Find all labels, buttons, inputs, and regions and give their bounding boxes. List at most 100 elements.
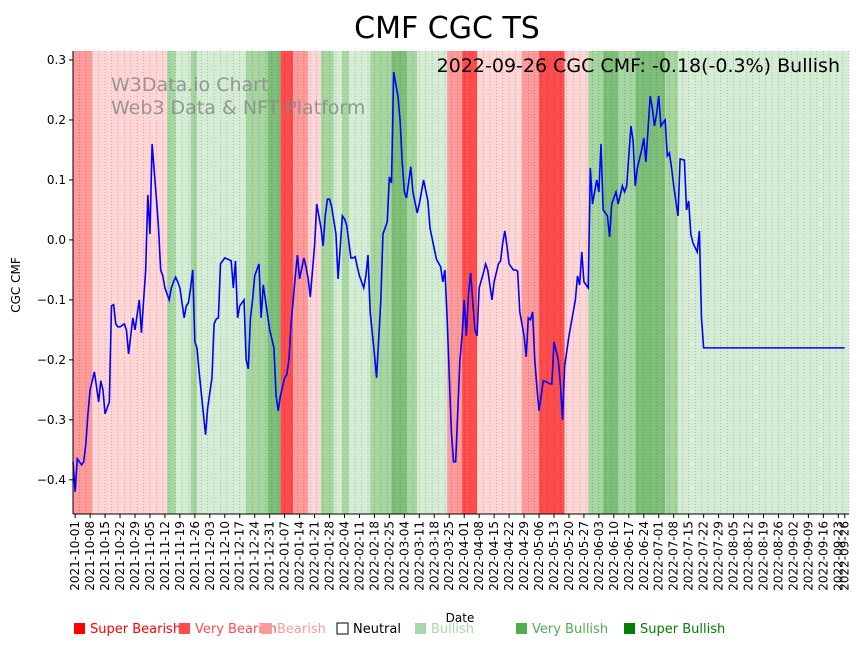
- axes: [72, 51, 849, 515]
- band-23: [539, 51, 565, 514]
- band-25: [588, 51, 604, 514]
- band-28: [635, 51, 666, 514]
- series-line-cgc-cmf: [72, 71, 845, 492]
- x-tick-label: 2022-02-11: [352, 521, 366, 591]
- y-tick-label: 0.3: [47, 53, 66, 67]
- y-tick-label: −0.4: [37, 473, 66, 487]
- band-5: [196, 51, 247, 514]
- headline-value: 2022-09-26 CGC CMF: -0.18(-0.3%) Bullish: [437, 55, 840, 77]
- x-tick-label: 2022-06-10: [607, 521, 621, 591]
- band-12: [333, 51, 343, 514]
- x-tick-label: 2022-05-06: [532, 521, 546, 591]
- x-tick-label: 2022-01-14: [293, 521, 307, 591]
- x-tick-label: 2021-12-10: [218, 521, 232, 591]
- y-tick-label: 0.0: [47, 233, 66, 247]
- x-tick-label: 2021-12-24: [248, 521, 262, 591]
- x-tick-label: 2022-09-26: [838, 521, 852, 591]
- x-tick-label: 2022-08-19: [756, 521, 770, 591]
- x-tick-label: 2022-05-13: [547, 521, 561, 591]
- legend-swatch-6: [624, 623, 635, 634]
- band-14: [348, 51, 371, 514]
- band-9: [293, 51, 309, 514]
- legend-label-1: Very Bearish: [195, 622, 277, 637]
- band-21: [477, 51, 522, 514]
- chart-title: CMF CGC TS: [354, 11, 540, 46]
- x-tick-label: 2022-08-26: [771, 521, 785, 591]
- band-1: [92, 51, 168, 514]
- legend-swatch-4: [415, 623, 426, 634]
- band-3: [175, 51, 191, 514]
- x-tick-label: 2022-09-23: [831, 521, 845, 591]
- y-axis-label: CGC CMF: [9, 257, 23, 313]
- signal-bands: [73, 51, 849, 514]
- x-tick-label: 2022-03-11: [412, 521, 426, 591]
- x-tick-label: 2021-10-29: [128, 521, 142, 591]
- y-tick-label: −0.3: [37, 413, 66, 427]
- x-tick-label: 2021-12-17: [233, 521, 247, 591]
- x-tick-label: 2022-07-29: [712, 521, 726, 591]
- watermark-line-1: Web3 Data & NFT Platform: [111, 97, 365, 119]
- band-19: [447, 51, 463, 514]
- x-tick-label: 2022-04-22: [502, 521, 516, 591]
- legend-label-4: Bullish: [431, 622, 474, 637]
- legend-label-5: Very Bullish: [532, 622, 608, 637]
- band-10: [308, 51, 321, 514]
- x-tick-label: 2022-02-18: [367, 521, 381, 591]
- x-tick-label: 2022-04-01: [457, 521, 471, 591]
- band-0: [73, 51, 93, 514]
- legend-label-3: Neutral: [353, 622, 401, 637]
- band-18: [417, 51, 448, 514]
- band-22: [521, 51, 540, 514]
- y-tick-label: 0.2: [47, 113, 66, 127]
- x-tick-label: 2021-12-03: [203, 521, 217, 591]
- band-6: [246, 51, 268, 514]
- x-tick-label: 2022-09-16: [816, 521, 830, 591]
- x-tick-label: 2021-11-12: [158, 521, 172, 591]
- x-tick-label: 2022-03-04: [397, 521, 411, 591]
- x-tick-label: 2022-07-15: [682, 521, 696, 591]
- band-11: [320, 51, 334, 514]
- band-8: [280, 51, 294, 514]
- band-29: [665, 51, 678, 514]
- x-tick-label: 2022-01-21: [308, 521, 322, 591]
- legend-label-2: Bearish: [277, 622, 326, 637]
- y-axis-ticks: −0.4 −0.3 −0.2 −0.1 0.0 0.1 0.2 0.3: [37, 53, 73, 487]
- x-tick-label: 2022-02-25: [382, 521, 396, 591]
- legend: Super Bearish Very Bearish Bearish Neutral B…: [74, 622, 725, 637]
- legend-label-0: Super Bearish: [90, 622, 181, 637]
- legend-label-6: Super Bullish: [640, 622, 725, 637]
- x-tick-label: 2021-11-05: [143, 521, 157, 591]
- watermark-line-0: W3Data.io Chart: [111, 74, 268, 96]
- x-tick-label: 2022-01-07: [278, 521, 292, 591]
- x-tick-label: 2021-12-31: [263, 521, 277, 591]
- x-tick-label: 2022-06-03: [592, 521, 606, 591]
- x-tick-label: 2022-04-15: [487, 521, 501, 591]
- x-tick-label: 2022-07-22: [697, 521, 711, 591]
- x-axis-label: Date: [446, 611, 475, 625]
- x-tick-label: 2022-07-08: [667, 521, 681, 591]
- x-tick-label: 2022-04-29: [517, 521, 531, 591]
- y-tick-label: −0.1: [37, 293, 66, 307]
- legend-swatch-0: [74, 623, 85, 634]
- x-tick-label: 2022-06-17: [622, 521, 636, 591]
- y-tick-label: 0.1: [47, 173, 66, 187]
- band-13: [342, 51, 349, 514]
- band-30: [677, 51, 849, 514]
- x-tick-label: 2022-05-27: [577, 521, 591, 591]
- band-17: [406, 51, 418, 514]
- legend-swatch-1: [179, 623, 190, 634]
- band-27: [618, 51, 636, 514]
- band-2: [167, 51, 176, 514]
- x-tick-label: 2021-11-19: [173, 521, 187, 591]
- x-tick-label: 2022-05-20: [562, 521, 576, 591]
- x-axis-ticks: 2021-10-01 2021-10-08 2021-10-15 2021-10-22…: [68, 514, 852, 591]
- x-tick-label: 2022-09-02: [786, 521, 800, 591]
- x-tick-label: 2021-10-22: [113, 521, 127, 591]
- x-tick-label: 2022-03-25: [442, 521, 456, 591]
- y-tick-label: −0.2: [37, 353, 66, 367]
- x-tick-label: 2022-06-24: [637, 521, 651, 591]
- legend-swatch-2: [261, 623, 272, 634]
- x-tick-label: 2021-11-26: [188, 521, 202, 591]
